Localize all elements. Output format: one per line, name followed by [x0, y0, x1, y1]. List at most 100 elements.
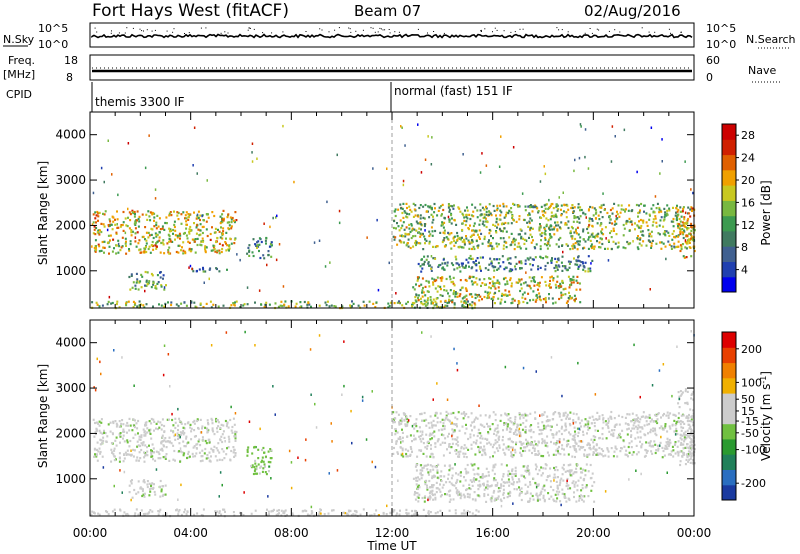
echo-cell	[420, 223, 423, 226]
echo-cell	[205, 457, 208, 460]
echo-cell	[279, 304, 282, 307]
echo-cell	[583, 425, 586, 428]
echo-cell	[489, 443, 492, 446]
echo-cell	[178, 434, 181, 437]
echo-cell	[164, 440, 167, 443]
echo-cell	[422, 232, 424, 235]
echo-cell	[569, 445, 572, 449]
echo-cell	[560, 477, 563, 480]
echo-cell	[520, 262, 523, 265]
echo-cell	[574, 421, 577, 424]
echo-cell	[156, 233, 159, 236]
echo-cell	[456, 436, 459, 439]
echo-cell	[415, 300, 418, 303]
echo-cell	[426, 303, 429, 306]
echo-cell	[601, 237, 603, 240]
echo-cell	[467, 448, 470, 451]
echo-cell	[677, 402, 680, 405]
echo-cell	[413, 228, 416, 231]
echo-cell	[679, 231, 682, 234]
echo-cell	[630, 446, 633, 449]
echo-cell	[587, 270, 590, 273]
echo-cell	[149, 509, 152, 512]
colorbar-tick-label: 8	[741, 241, 748, 254]
echo-cell	[99, 438, 102, 441]
echo-cell	[492, 276, 495, 279]
echo-cell	[213, 214, 216, 218]
echo-cell	[134, 419, 136, 422]
echo-cell	[614, 135, 616, 138]
echo-cell	[605, 423, 608, 426]
echo-cell	[432, 245, 434, 248]
echo-cell	[457, 411, 460, 414]
echo-cell	[429, 469, 432, 472]
echo-cell	[456, 238, 459, 242]
echo-cell	[95, 214, 98, 217]
echo-cell	[91, 510, 94, 513]
echo-cell	[454, 255, 457, 258]
echo-cell	[459, 497, 462, 500]
echo-cell	[477, 246, 479, 249]
echo-cell	[524, 446, 527, 449]
echo-cell	[653, 211, 656, 214]
echo-cell	[439, 412, 442, 415]
echo-cell	[539, 498, 542, 501]
echo-cell	[182, 211, 185, 214]
echo-cell	[439, 421, 442, 424]
noise-search-dot	[494, 27, 496, 29]
echo-cell	[613, 429, 616, 432]
echo-cell	[567, 484, 570, 487]
power-ylabel: Slant Range [km]	[36, 161, 50, 265]
echo-cell	[256, 472, 258, 475]
echo-cell	[123, 430, 126, 433]
echo-cell	[499, 209, 502, 212]
echo-cell	[577, 445, 580, 448]
echo-cell	[541, 413, 544, 416]
echo-cell	[678, 217, 681, 221]
echo-cell	[507, 470, 510, 473]
echo-cell	[264, 465, 266, 468]
echo-cell	[164, 302, 167, 305]
echo-cell	[569, 283, 571, 287]
echo-cell	[459, 293, 462, 296]
echo-cell	[199, 418, 202, 421]
echo-cell	[220, 423, 223, 426]
echo-cell	[607, 426, 610, 430]
echo-cell	[99, 452, 102, 455]
echo-cell	[159, 421, 162, 424]
echo-cell	[159, 251, 162, 254]
echo-cell	[637, 247, 640, 251]
echo-cell	[575, 413, 578, 416]
echo-cell	[153, 451, 155, 454]
echo-cell	[130, 234, 133, 237]
echo-cell	[494, 265, 497, 269]
echo-cell	[583, 246, 586, 249]
echo-cell	[158, 231, 161, 234]
noise-search-dot	[510, 31, 512, 33]
echo-cell	[173, 220, 176, 223]
echo-cell	[108, 218, 111, 221]
echo-cell	[255, 465, 258, 468]
echo-cell	[506, 481, 509, 484]
echo-cell	[587, 267, 590, 270]
echo-cell	[102, 223, 105, 226]
echo-cell	[475, 509, 478, 512]
echo-cell	[485, 210, 488, 213]
echo-cell	[693, 448, 696, 451]
echo-cell	[508, 430, 511, 433]
echo-cell	[650, 246, 653, 249]
echo-cell	[502, 448, 505, 451]
echo-cell	[483, 213, 486, 216]
noise-search-dot	[417, 28, 419, 30]
echo-cell	[520, 235, 523, 238]
echo-cell	[573, 436, 576, 439]
echo-cell	[118, 420, 121, 423]
echo-cell	[466, 492, 469, 496]
echo-cell	[584, 270, 587, 273]
echo-cell	[268, 303, 271, 306]
echo-cell	[581, 471, 584, 474]
echo-cell	[587, 247, 590, 250]
echo-cell	[228, 438, 231, 441]
echo-cell	[542, 298, 545, 301]
echo-cell	[211, 422, 214, 425]
